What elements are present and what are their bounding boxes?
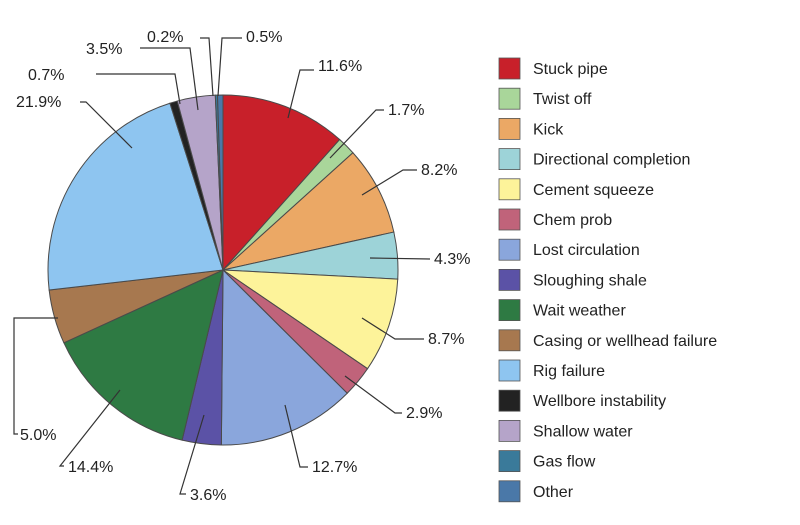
leader-line [13, 317, 58, 435]
legend-swatch [498, 87, 521, 110]
slice-percent-label: 14.4% [68, 459, 113, 476]
pie-slice-cement-squeeze [221, 269, 399, 370]
legend-swatch [498, 118, 521, 140]
pie-slice-wait-weather [63, 269, 224, 441]
leader-line [140, 47, 199, 111]
legend-swatch [498, 148, 521, 171]
slice-percent-label: 5.0% [20, 427, 56, 444]
leader-line [80, 101, 133, 149]
slice-percent-label: 0.7% [28, 67, 64, 84]
legend-label: Casing or wellhead failure [533, 333, 717, 350]
leader-line [361, 169, 417, 196]
legend-swatch [498, 329, 521, 352]
legend-label: Cement squeeze [533, 182, 654, 199]
leader-line [58, 389, 121, 467]
leader-line [344, 375, 402, 414]
legend-label: Wellbore instability [533, 393, 666, 410]
legend-label: Stuck pipe [533, 61, 608, 78]
leader-lines [13, 37, 431, 495]
slice-percent-label: 2.9% [406, 405, 442, 422]
percent-labels: 11.6% 1.7% 8.2% 4.3% 8.7% 2.9% 12.7% 3.6% 14.4% 5… [16, 29, 470, 504]
leader-line [179, 414, 205, 495]
legend-swatch [498, 268, 521, 291]
legend-label: Sloughing shale [533, 272, 647, 289]
pie-slice-stuck-pipe [222, 94, 341, 272]
legend-swatch [498, 419, 521, 442]
legend-label: Directional completion [533, 152, 690, 169]
slice-percent-label: 0.5% [246, 29, 282, 46]
legend-label: Shallow water [533, 423, 633, 440]
slice-percent-label: 11.6% [318, 58, 362, 75]
legend-label: Lost circulation [533, 242, 640, 259]
legend-swatch [498, 359, 521, 382]
legend-swatch [498, 480, 521, 503]
legend-swatch [498, 238, 521, 261]
slice-percent-label: 8.7% [428, 331, 464, 348]
legend-label: Rig failure [533, 363, 605, 380]
legend-swatch [498, 57, 521, 80]
legend-swatch [498, 389, 521, 412]
legend-swatch [498, 299, 521, 322]
slice-percent-label: 8.2% [421, 162, 457, 179]
legend-label: Twist off [533, 91, 592, 108]
legend-swatch [498, 178, 521, 201]
leader-line [369, 257, 431, 260]
legend-swatch [498, 450, 521, 473]
leader-line [284, 404, 308, 468]
legend-label: Other [533, 484, 574, 501]
legend-label: Kick [533, 121, 564, 138]
leader-line [96, 73, 181, 105]
slice-percent-label: 3.6% [190, 487, 226, 504]
legend: Stuck pipe Twist off Kick Directional compl… [498, 57, 717, 503]
pie-slice-lost-circulation [220, 268, 348, 446]
slice-percent-label: 0.2% [147, 29, 183, 46]
legend-label: Wait weather [533, 303, 626, 320]
leader-line [329, 109, 384, 159]
leader-line [217, 37, 242, 97]
leader-line [361, 317, 424, 340]
legend-label: Gas flow [533, 454, 596, 471]
slice-percent-label: 21.9% [16, 94, 61, 111]
slice-percent-label: 4.3% [434, 251, 470, 268]
legend-label: Chem prob [533, 212, 612, 229]
legend-swatch [498, 208, 521, 231]
pie-slices [47, 94, 399, 446]
leader-line [200, 37, 214, 97]
slice-percent-label: 12.7% [312, 459, 357, 476]
pie-slice-kick [221, 152, 395, 271]
slice-percent-label: 1.7% [388, 102, 424, 119]
pie-slice-rig-failure [47, 102, 224, 291]
leader-line [287, 69, 314, 119]
slice-percent-label: 3.5% [86, 41, 122, 58]
